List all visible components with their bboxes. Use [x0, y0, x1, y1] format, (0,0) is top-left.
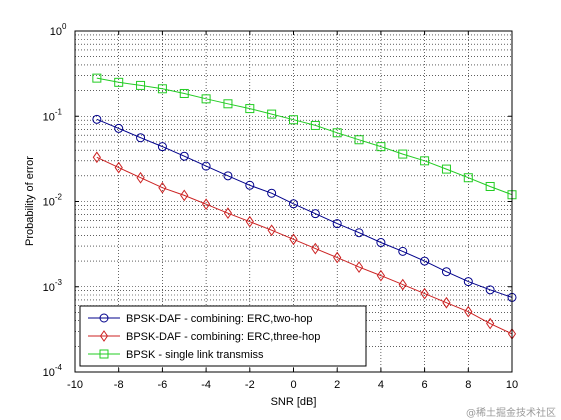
data-point-diamond	[486, 317, 495, 330]
data-point-circle	[310, 209, 320, 219]
x-tick-label: 2	[334, 379, 340, 391]
x-axis-label: SNR [dB]	[271, 396, 317, 408]
y-tick-label: 100	[50, 22, 67, 38]
x-tick-label: 6	[422, 379, 428, 391]
data-point-diamond	[464, 305, 473, 318]
data-point-circle	[376, 238, 386, 248]
data-point-circle	[463, 277, 473, 287]
data-point-circle	[179, 151, 189, 161]
y-tick-label: 10-2	[43, 193, 63, 209]
data-point-square	[267, 109, 277, 119]
data-point-diamond	[442, 296, 451, 309]
data-point-diamond	[180, 189, 189, 202]
series-line	[96, 156, 513, 335]
data-point-circle	[420, 256, 430, 266]
data-point-circle	[267, 188, 277, 198]
watermark-text: @稀土掘金技术社区	[466, 406, 556, 419]
data-point-diamond	[201, 198, 211, 211]
data-point-diamond	[136, 171, 145, 184]
data-point-square	[114, 77, 124, 87]
x-tick-label: 0	[290, 379, 296, 391]
data-point-diamond	[289, 233, 298, 246]
data-point-diamond	[398, 278, 407, 291]
series-3	[92, 73, 517, 200]
legend-item-1: BPSK-DAF - combining: ERC,two-hop	[88, 313, 312, 325]
data-point-diamond	[333, 251, 342, 264]
x-tick-label: -2	[245, 379, 255, 391]
data-point-square	[245, 104, 255, 114]
data-point-diamond	[92, 151, 101, 164]
y-tick-label: 10-1	[43, 107, 63, 123]
data-point-diamond	[223, 207, 233, 220]
data-point-circle	[332, 219, 342, 229]
data-point-square	[179, 88, 189, 98]
legend-box	[79, 305, 367, 367]
data-point-square	[310, 120, 320, 130]
legend: BPSK-DAF - combining: ERC,two-hop BPSK-DA…	[79, 305, 367, 367]
axis-ticks: -10 -8 -6 -4 -2 0 2 4 6 8 10 100 10-1 10-2 10-3 10-4	[43, 22, 519, 391]
data-point-circle	[354, 228, 364, 238]
data-point-diamond	[420, 287, 429, 300]
data-point-square	[398, 149, 408, 159]
data-point-diamond	[311, 242, 320, 255]
data-point-circle	[398, 246, 408, 256]
data-point-circle	[136, 133, 146, 143]
data-point-square	[157, 84, 167, 94]
data-point-diamond	[158, 181, 167, 194]
data-point-square	[92, 73, 102, 83]
data-point-square	[223, 99, 233, 109]
data-point-square	[463, 173, 473, 183]
data-point-circle	[223, 171, 233, 181]
data-point-circle	[485, 285, 495, 295]
data-point-square	[289, 115, 298, 125]
legend-marker-diamond	[99, 330, 109, 342]
data-point-circle	[201, 161, 211, 171]
legend-item-3: BPSK - single link transmiss	[88, 349, 264, 361]
legend-item-2: BPSK-DAF - combining: ERC,three-hop	[88, 330, 320, 343]
series-1	[92, 114, 517, 302]
data-point-square	[376, 142, 386, 152]
data-point-circle	[441, 267, 451, 277]
series-2	[92, 151, 517, 340]
data-point-circle	[245, 180, 255, 190]
data-point-circle	[114, 123, 124, 133]
data-point-circle	[92, 114, 102, 124]
legend-label: BPSK - single link transmiss	[126, 349, 264, 361]
data-point-diamond	[114, 161, 123, 174]
data-point-square	[420, 156, 430, 166]
data-point-diamond	[245, 215, 254, 228]
x-tick-label: -8	[114, 379, 124, 391]
legend-marker-circle	[99, 313, 109, 323]
y-tick-label: 10-3	[43, 278, 63, 294]
x-tick-label: -4	[201, 379, 211, 391]
x-tick-label: 8	[465, 379, 471, 391]
data-point-circle	[157, 142, 167, 152]
data-point-diamond	[376, 269, 386, 282]
data-point-diamond	[267, 224, 276, 237]
legend-label: BPSK-DAF - combining: ERC,three-hop	[126, 331, 320, 343]
x-tick-label: 10	[506, 379, 518, 391]
y-axis-label: Probability of error	[24, 156, 36, 246]
data-point-square	[354, 135, 364, 145]
y-tick-label: 10-4	[43, 363, 63, 379]
data-point-square	[441, 164, 451, 174]
data-point-square	[136, 80, 146, 90]
data-point-square	[485, 181, 495, 191]
x-tick-label: -6	[158, 379, 168, 391]
data-point-square	[201, 94, 211, 104]
legend-marker-square	[99, 349, 109, 359]
x-tick-label: -10	[67, 379, 83, 391]
data-point-diamond	[354, 261, 364, 273]
series-layer	[92, 73, 517, 340]
data-point-square	[332, 128, 342, 138]
legend-label: BPSK-DAF - combining: ERC,two-hop	[126, 313, 312, 325]
data-point-circle	[289, 199, 298, 209]
x-tick-label: 4	[378, 379, 384, 391]
